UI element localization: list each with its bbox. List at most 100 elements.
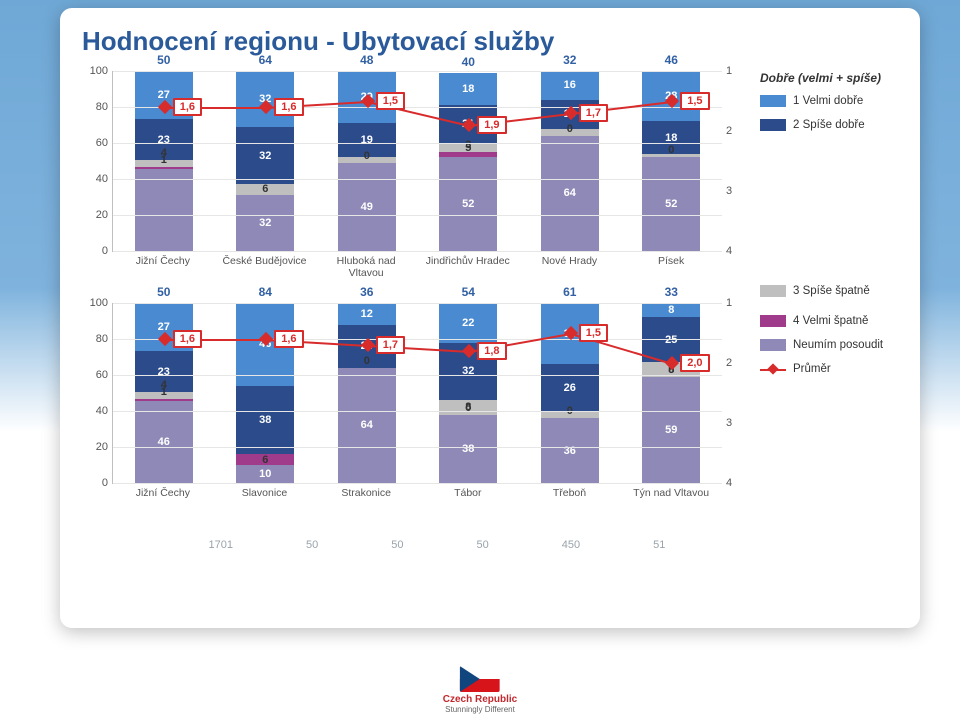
legend-top: Dobře (velmi + spíše) 1 Velmi dobře 2 Sp… <box>742 71 898 143</box>
chart-row-1: 020406080100 1234 5027234164323263248291… <box>82 71 898 281</box>
swatch-spise-spatne <box>760 285 786 297</box>
footer-number: 450 <box>562 539 580 551</box>
report-card: Hodnocení regionu - Ubytovací služby 020… <box>60 8 920 628</box>
chart-2: 020406080100 1234 5027234146844638610361… <box>82 303 742 513</box>
bar-top-total: 61 <box>563 285 576 299</box>
avg-value-label: 1,6 <box>173 330 202 348</box>
bar-segment: 18 <box>439 73 497 105</box>
swatch-neumim <box>760 339 786 351</box>
x-category-label: Hluboká nad Vltavou <box>321 251 411 281</box>
swatch-velmi-dobre <box>760 95 786 107</box>
bar-top-total: 50 <box>157 285 170 299</box>
avg-value-label: 1,5 <box>680 92 709 110</box>
bars-wrap-1: 5027234164323263248291904940182153523216… <box>113 71 722 251</box>
footer-number: 51 <box>653 539 665 551</box>
footer-number: 50 <box>477 539 489 551</box>
avg-value-label: 1,8 <box>477 342 506 360</box>
bars-wrap-2: 5027234146844638610361224064542232803861… <box>113 303 722 483</box>
chart-row-2: 020406080100 1234 5027234146844638610361… <box>82 303 898 513</box>
bar-top-total: 48 <box>360 53 373 67</box>
avg-value-label: 1,7 <box>376 336 405 354</box>
bar-segment: 59 <box>642 377 700 483</box>
bar-segment: 8 <box>642 303 700 317</box>
flag-icon <box>460 666 500 692</box>
bar-top-total: 64 <box>259 53 272 67</box>
y-axis-right-1: 1234 <box>724 71 742 251</box>
bar-segment: 6 <box>236 454 294 465</box>
bar-segment: 16 <box>541 71 599 100</box>
avg-value-label: 1,5 <box>579 324 608 342</box>
bar-column: 5422328038 <box>439 303 497 483</box>
chart-1: 020406080100 1234 5027234164323263248291… <box>82 71 742 281</box>
logo-subtitle: Stunningly Different <box>443 705 517 714</box>
bar-segment: 52 <box>642 157 700 251</box>
legend-bottom: 3 Spíše špatně 4 Velmi špatně Neumím pos… <box>742 303 898 387</box>
bar-segment: 6 <box>236 184 294 195</box>
avg-value-label: 1,6 <box>274 98 303 116</box>
legend-label: 4 Velmi špatně <box>793 315 868 327</box>
swatch-velmi-spatne <box>760 315 786 327</box>
bar-segment: 46 <box>135 401 193 483</box>
avg-value-label: 1,6 <box>274 330 303 348</box>
bar-segment <box>135 169 193 251</box>
bar-column: 338258059 <box>642 303 700 483</box>
x-category-label: Slavonice <box>219 483 309 513</box>
legend-item-4: 4 Velmi špatně <box>760 315 898 327</box>
bar-segment: 32 <box>236 127 294 183</box>
bar-segment: 36 <box>541 418 599 483</box>
avg-value-label: 1,5 <box>376 92 405 110</box>
x-category-label: Písek <box>626 251 716 281</box>
logo-title: Czech Republic <box>443 694 517 705</box>
legend-label: Neumím posoudit <box>793 339 883 351</box>
footer-numbers: 1701 50 50 50 450 51 <box>172 539 702 551</box>
x-category-label: Jindřichův Hradec <box>423 251 513 281</box>
x-category-label: Strakonice <box>321 483 411 513</box>
legend-item-3: 3 Spíše špatně <box>760 285 898 297</box>
bar-segment: 22 <box>439 303 497 343</box>
bar-segment: 10 <box>236 465 294 483</box>
bar-top-total: 33 <box>665 285 678 299</box>
legend-item-avg: Průměr <box>760 363 898 375</box>
bar-segment: 12 <box>338 303 396 325</box>
bar-top-total: 84 <box>259 285 272 299</box>
legend-item-2: 2 Spíše dobře <box>760 119 898 131</box>
footer-number: 50 <box>306 539 318 551</box>
bar-column: 321616064 <box>541 71 599 251</box>
bar-top-total: 54 <box>462 285 475 299</box>
legend-label: 1 Velmi dobře <box>793 95 863 107</box>
y-axis-left-2: 020406080100 <box>82 303 110 483</box>
legend-label: 2 Spíše dobře <box>793 119 865 131</box>
avg-value-label: 1,7 <box>579 104 608 122</box>
bar-segment: 26 <box>541 364 599 411</box>
x-category-label: Týn nad Vltavou <box>626 483 716 513</box>
plot-2: 5027234146844638610361224064542232803861… <box>112 303 722 484</box>
bar-top-total: 46 <box>665 53 678 67</box>
x-category-label: Třeboň <box>524 483 614 513</box>
swatch-spise-dobre <box>760 119 786 131</box>
avg-value-label: 2,0 <box>680 354 709 372</box>
x-category-label: Tábor <box>423 483 513 513</box>
bar-top-total: 50 <box>157 53 170 67</box>
legend-label: Průměr <box>793 363 831 375</box>
bar-column: 4018215352 <box>439 73 497 251</box>
bar-segment: 64 <box>338 368 396 483</box>
footer-number: 1701 <box>209 539 233 551</box>
x-category-label: Jižní Čechy <box>118 251 208 281</box>
avg-value-label: 1,6 <box>173 98 202 116</box>
bar-segment: 52 <box>439 157 497 251</box>
bar-top-total: 36 <box>360 285 373 299</box>
page-title: Hodnocení regionu - Ubytovací služby <box>82 26 898 57</box>
x-category-label: Nové Hrady <box>524 251 614 281</box>
bar-segment: 49 <box>338 163 396 251</box>
legend-item-1: 1 Velmi dobře <box>760 95 898 107</box>
x-category-label: Jižní Čechy <box>118 483 208 513</box>
footer-number: 50 <box>391 539 403 551</box>
bar-top-total: 32 <box>563 53 576 67</box>
bar-segment: 64 <box>541 136 599 251</box>
y-axis-right-2: 1234 <box>724 303 742 483</box>
avg-value-label: 1,9 <box>477 116 506 134</box>
bar-segment: 32 <box>236 195 294 251</box>
legend-label: 3 Spíše špatně <box>793 285 870 297</box>
x-category-label: České Budějovice <box>219 251 309 281</box>
czech-republic-logo: Czech Republic Stunningly Different <box>443 666 517 714</box>
